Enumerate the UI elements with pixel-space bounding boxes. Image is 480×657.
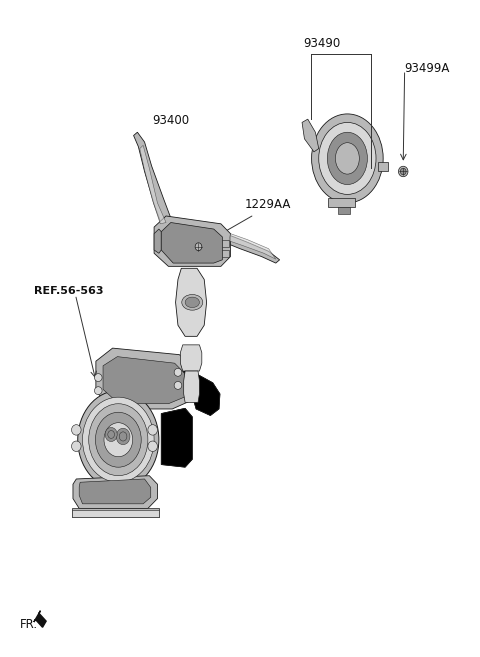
Ellipse shape bbox=[95, 374, 102, 382]
Polygon shape bbox=[154, 216, 230, 266]
Ellipse shape bbox=[72, 424, 81, 435]
Ellipse shape bbox=[319, 122, 376, 194]
Ellipse shape bbox=[95, 387, 102, 395]
Ellipse shape bbox=[174, 382, 182, 390]
Polygon shape bbox=[103, 357, 191, 404]
Ellipse shape bbox=[104, 422, 132, 457]
Ellipse shape bbox=[116, 428, 130, 445]
Polygon shape bbox=[154, 229, 161, 253]
Polygon shape bbox=[161, 408, 192, 467]
Ellipse shape bbox=[312, 114, 383, 203]
Ellipse shape bbox=[185, 297, 199, 307]
Polygon shape bbox=[222, 240, 229, 247]
Ellipse shape bbox=[105, 428, 117, 442]
Ellipse shape bbox=[119, 432, 127, 441]
Polygon shape bbox=[161, 408, 192, 467]
Polygon shape bbox=[180, 345, 202, 371]
FancyArrow shape bbox=[34, 611, 46, 627]
Polygon shape bbox=[161, 223, 222, 263]
Polygon shape bbox=[120, 409, 138, 420]
Ellipse shape bbox=[78, 391, 159, 489]
Ellipse shape bbox=[336, 143, 360, 174]
Polygon shape bbox=[182, 366, 220, 415]
Polygon shape bbox=[378, 162, 388, 171]
Ellipse shape bbox=[83, 397, 154, 482]
Ellipse shape bbox=[89, 404, 148, 476]
Ellipse shape bbox=[182, 294, 203, 310]
Ellipse shape bbox=[148, 424, 157, 435]
Polygon shape bbox=[79, 479, 151, 504]
Ellipse shape bbox=[174, 369, 182, 376]
Polygon shape bbox=[176, 268, 206, 336]
Ellipse shape bbox=[72, 441, 81, 451]
Polygon shape bbox=[222, 250, 229, 256]
Ellipse shape bbox=[398, 166, 408, 177]
Polygon shape bbox=[227, 236, 280, 263]
Polygon shape bbox=[72, 509, 159, 517]
Polygon shape bbox=[73, 476, 157, 509]
Polygon shape bbox=[229, 234, 276, 259]
Ellipse shape bbox=[327, 132, 367, 185]
Ellipse shape bbox=[195, 243, 202, 251]
Polygon shape bbox=[140, 145, 166, 224]
Polygon shape bbox=[338, 208, 350, 214]
Text: 93499A: 93499A bbox=[405, 62, 450, 75]
Polygon shape bbox=[182, 366, 220, 415]
Polygon shape bbox=[328, 198, 355, 208]
Polygon shape bbox=[133, 132, 172, 227]
Text: 93400: 93400 bbox=[152, 114, 190, 127]
Polygon shape bbox=[302, 119, 319, 152]
Text: 1229AA: 1229AA bbox=[245, 198, 291, 211]
Text: FR.: FR. bbox=[20, 618, 37, 631]
Ellipse shape bbox=[96, 412, 141, 467]
Text: 93490: 93490 bbox=[303, 37, 341, 51]
Bar bbox=[72, 510, 159, 517]
Text: REF.56-563: REF.56-563 bbox=[34, 286, 103, 296]
Polygon shape bbox=[96, 348, 199, 409]
Ellipse shape bbox=[108, 430, 115, 438]
Ellipse shape bbox=[148, 441, 157, 451]
Polygon shape bbox=[184, 371, 199, 403]
Ellipse shape bbox=[400, 168, 406, 175]
